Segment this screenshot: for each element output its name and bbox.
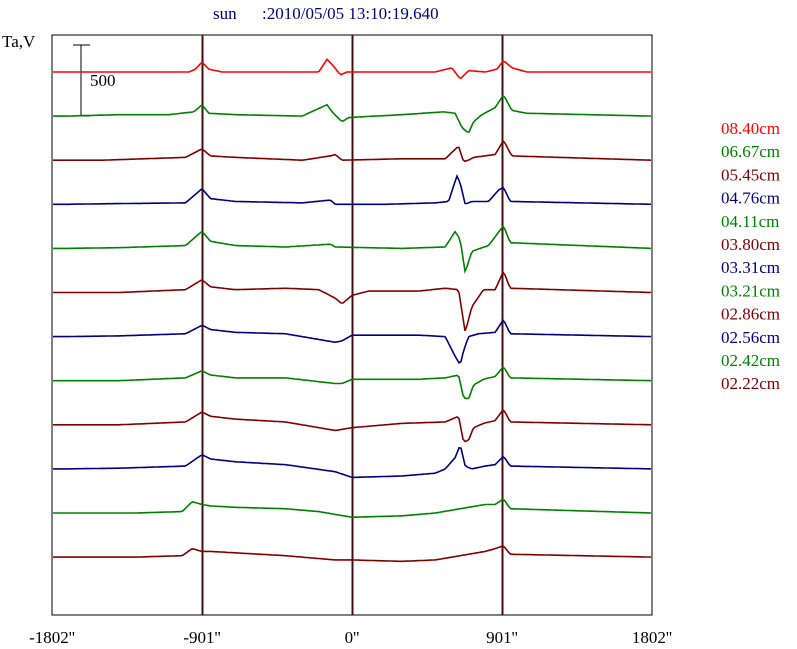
legend-entry: 04.76cm <box>721 189 780 208</box>
scale-bar: 500 <box>73 44 116 117</box>
legend-entry: 03.80cm <box>721 235 780 254</box>
series-line-04.76cm <box>53 173 652 206</box>
series-line-04.11cm <box>53 224 652 274</box>
legend-entry: 04.11cm <box>721 212 779 231</box>
legend-entry: 02.56cm <box>721 328 780 347</box>
series-line-02.22cm <box>53 544 652 563</box>
x-tick-label: 1802'' <box>632 628 672 647</box>
series-line-03.31cm <box>53 318 652 365</box>
legend-entry: 03.21cm <box>721 281 780 300</box>
series-line-06.67cm <box>53 94 652 133</box>
legend-entry: 05.45cm <box>721 165 780 184</box>
x-tick-label: -1802'' <box>29 628 75 647</box>
x-tick-label: 0'' <box>345 628 360 647</box>
chart-timestamp: :2010/05/05 13:10:19.640 <box>262 4 439 23</box>
legend-entry: 02.22cm <box>721 374 780 393</box>
scale-bar-label: 500 <box>90 71 116 90</box>
vertical-markers <box>201 35 504 615</box>
x-tick-label: 901'' <box>486 628 518 647</box>
x-tick-label: -901'' <box>183 628 220 647</box>
series-traces <box>53 58 652 563</box>
legend-entry: 02.42cm <box>721 351 780 370</box>
series-line-05.45cm <box>53 139 652 163</box>
legend: 08.40cm 06.67cm 05.45cm 04.76cm 04.11cm 03.80… <box>721 119 780 393</box>
x-tick-labels: -1802'' -901'' 0'' 901'' 1802'' <box>29 628 672 647</box>
series-line-02.56cm <box>53 447 652 479</box>
legend-entry: 08.40cm <box>721 119 780 138</box>
legend-entry: 03.31cm <box>721 258 780 277</box>
series-line-02.86cm <box>53 408 652 443</box>
y-axis-label: Ta,V <box>2 32 36 51</box>
legend-entry: 06.67cm <box>721 142 780 161</box>
legend-entry: 02.86cm <box>721 305 780 324</box>
chart-object-label: sun <box>213 4 237 23</box>
series-line-03.80cm <box>53 270 652 332</box>
series-line-08.40cm <box>53 58 651 80</box>
series-line-02.42cm <box>53 498 652 518</box>
series-line-03.21cm <box>53 365 652 400</box>
